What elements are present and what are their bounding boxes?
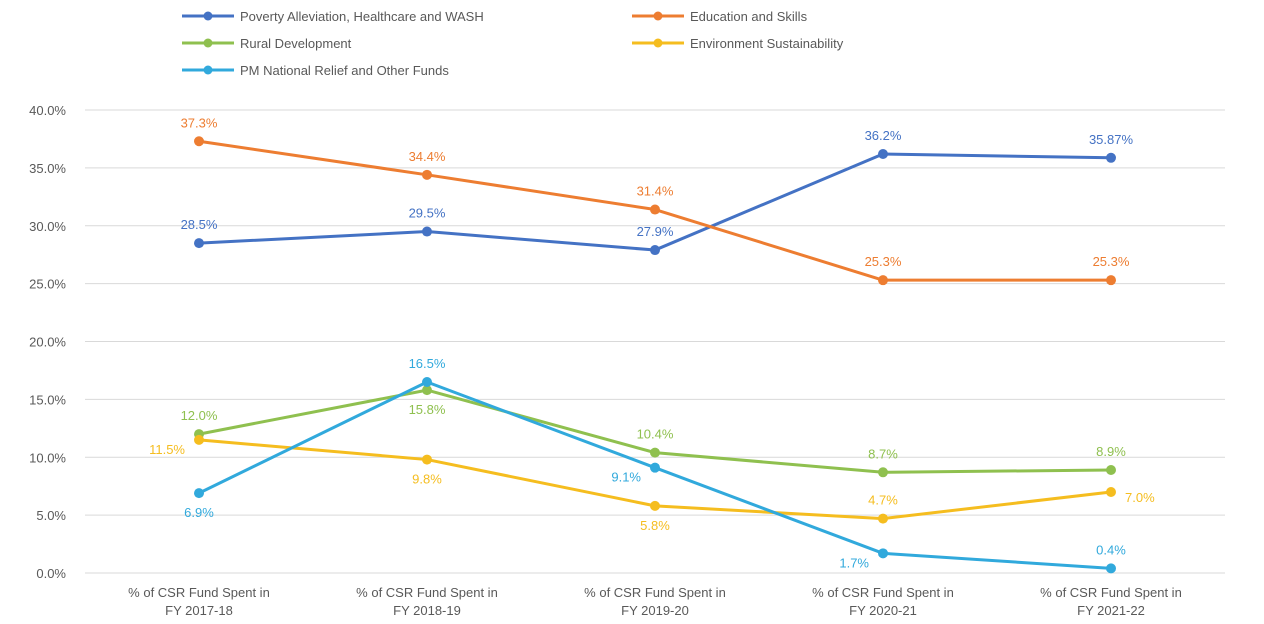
data-point [878, 513, 888, 524]
x-tick-label: FY 2020-21 [849, 603, 917, 618]
data-point [650, 447, 660, 458]
legend-swatch-marker [203, 38, 213, 48]
x-tick-label: % of CSR Fund Spent in [1040, 585, 1182, 600]
data-point [422, 385, 432, 396]
data-point [1106, 275, 1116, 286]
data-point [1106, 563, 1116, 574]
data-label: 34.4% [409, 149, 446, 164]
data-point [1106, 464, 1116, 475]
x-tick-label: % of CSR Fund Spent in [812, 585, 954, 600]
data-label: 35.87% [1089, 132, 1134, 147]
legend-item: Environment Sustainability [632, 36, 844, 51]
data-label: 29.5% [409, 206, 446, 221]
data-point [422, 169, 432, 180]
x-axis: % of CSR Fund Spent in FY 2017-18 % of CSR… [128, 585, 1182, 618]
legend-swatch-marker [203, 11, 213, 21]
data-label: 25.3% [1093, 254, 1130, 269]
x-tick-label: % of CSR Fund Spent in [584, 585, 726, 600]
data-point [878, 548, 888, 559]
data-point [422, 377, 432, 388]
y-tick-label: 10.0% [29, 450, 66, 465]
data-point [650, 204, 660, 215]
legend-label: Poverty Alleviation, Healthcare and WASH [240, 9, 484, 24]
data-point [878, 467, 888, 478]
x-tick-label: FY 2019-20 [621, 603, 689, 618]
data-label: 1.7% [839, 555, 869, 570]
legend-swatch-marker [203, 65, 213, 75]
data-label: 10.4% [637, 427, 674, 442]
data-label: 11.5% [149, 442, 185, 457]
legend-swatch-marker [653, 11, 663, 21]
x-tick-label: FY 2018-19 [393, 603, 461, 618]
data-point [650, 245, 660, 256]
data-point [1106, 152, 1116, 163]
data-point [1106, 486, 1116, 497]
legend-label: Education and Skills [690, 9, 808, 24]
data-label: 27.9% [637, 224, 674, 239]
legend: Poverty Alleviation, Healthcare and WASH… [182, 9, 844, 78]
data-point [878, 148, 888, 159]
data-label: 25.3% [865, 254, 902, 269]
data-label: 16.5% [409, 356, 446, 371]
legend-label: PM National Relief and Other Funds [240, 63, 449, 78]
y-tick-label: 0.0% [36, 566, 66, 581]
data-point [422, 454, 432, 465]
x-tick-label: FY 2017-18 [165, 603, 233, 618]
data-point [650, 462, 660, 473]
data-label: 37.3% [181, 115, 218, 130]
y-tick-label: 5.0% [36, 508, 66, 523]
legend-item: Poverty Alleviation, Healthcare and WASH [182, 9, 484, 24]
data-label: 7.0% [1125, 490, 1155, 505]
data-label: 28.5% [181, 217, 218, 232]
data-label: 31.4% [637, 184, 674, 199]
legend-item: Education and Skills [632, 9, 808, 24]
data-label: 5.8% [640, 518, 670, 533]
data-label: 12.0% [181, 408, 218, 423]
legend-label: Rural Development [240, 36, 352, 51]
legend-item: Rural Development [182, 36, 352, 51]
data-point [194, 136, 204, 147]
y-tick-label: 15.0% [29, 392, 66, 407]
gridlines [85, 109, 1225, 574]
data-label: 15.8% [409, 402, 446, 417]
data-label: 9.8% [412, 472, 442, 487]
y-tick-label: 25.0% [29, 277, 66, 292]
data-point [650, 500, 660, 511]
y-tick-label: 30.0% [29, 219, 66, 234]
x-tick-label: % of CSR Fund Spent in [128, 585, 270, 600]
y-tick-label: 20.0% [29, 335, 66, 350]
x-tick-label: % of CSR Fund Spent in [356, 585, 498, 600]
data-point [878, 275, 888, 286]
data-point [194, 488, 204, 499]
y-axis: 0.0% 5.0% 10.0% 15.0% 20.0% 25.0% 30.0% 35.0% 40… [29, 103, 66, 581]
data-label: 6.9% [184, 505, 214, 520]
series-line [198, 380, 1112, 570]
data-label: 4.7% [868, 493, 898, 508]
data-labels: 28.5% 29.5% 27.9% 36.2% 35.87% 37.3% 34.4% 31.4… [149, 115, 1155, 570]
y-tick-label: 40.0% [29, 103, 66, 118]
data-point [194, 238, 204, 249]
data-point [422, 226, 432, 237]
data-label: 8.9% [1096, 444, 1126, 459]
legend-label: Environment Sustainability [690, 36, 844, 51]
data-label: 8.7% [868, 446, 898, 461]
data-point [194, 434, 204, 445]
x-tick-label: FY 2021-22 [1077, 603, 1145, 618]
y-tick-label: 35.0% [29, 161, 66, 176]
legend-item: PM National Relief and Other Funds [182, 63, 449, 78]
data-label: 9.1% [611, 470, 641, 485]
data-label: 36.2% [865, 128, 902, 143]
series-layer [194, 136, 1116, 574]
legend-swatch-marker [653, 38, 663, 48]
data-label: 0.4% [1096, 542, 1126, 557]
